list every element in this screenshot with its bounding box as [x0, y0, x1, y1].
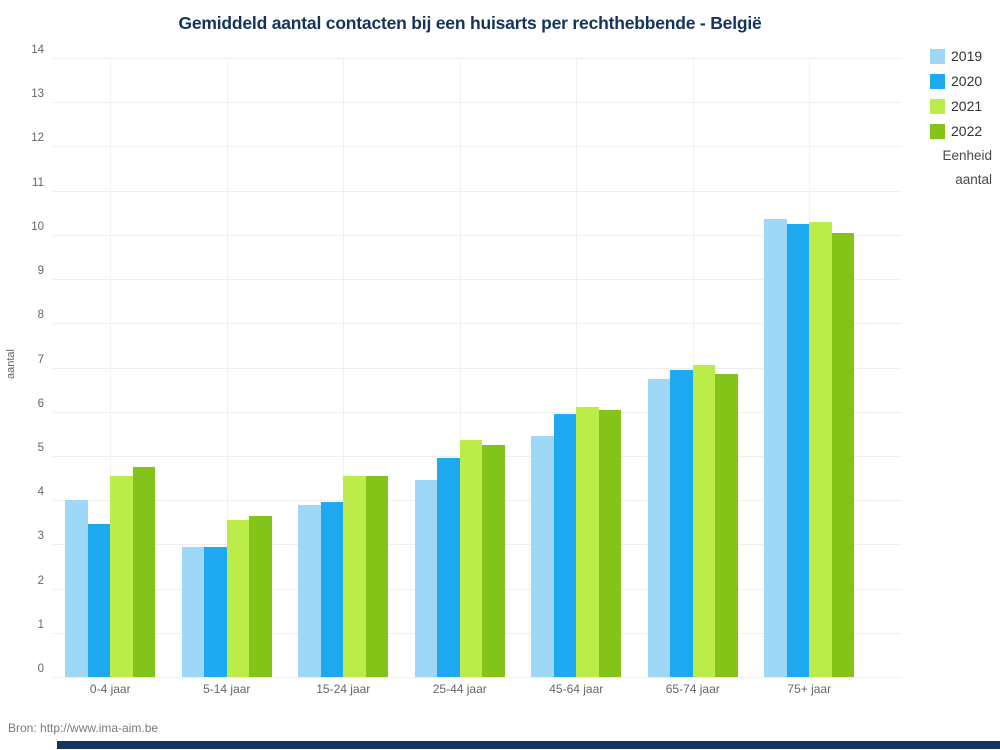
bar-2021-45-64 jaar[interactable]	[576, 407, 599, 677]
legend-item-2022[interactable]: 2022	[930, 123, 992, 139]
bar-2019-0-4 jaar[interactable]	[65, 500, 88, 677]
y-axis-tick-label: 13	[31, 88, 44, 101]
gridline	[52, 279, 902, 281]
bar-2019-65-74 jaar[interactable]	[647, 378, 671, 677]
legend-label: 2020	[951, 73, 983, 89]
y-axis-tick-label: 3	[37, 530, 44, 543]
y-axis-tick-label: 14	[31, 44, 44, 56]
y-axis-tick-label: 1	[37, 618, 44, 631]
bar-2022-25-44 jaar[interactable]	[482, 444, 505, 677]
bar-2021-0-4 jaar[interactable]	[110, 475, 133, 677]
y-axis-title: aantal	[5, 349, 17, 379]
y-axis-tick-label: 0	[37, 663, 44, 675]
bar-2022-45-64 jaar[interactable]	[598, 409, 622, 677]
bar-2020-45-64 jaar[interactable]	[553, 413, 577, 677]
bar-2020-0-4 jaar[interactable]	[87, 524, 111, 677]
gridline	[52, 411, 902, 413]
legend-swatch-2019	[930, 48, 945, 64]
legend-items: 2019 2020 2021 2022	[930, 48, 992, 139]
source-text: Bron: http://www.ima-aim.be	[8, 721, 159, 735]
gridline	[52, 677, 902, 678]
bar-2019-25-44 jaar[interactable]	[414, 480, 438, 677]
gridline	[576, 58, 578, 677]
bar-2021-75+ jaar[interactable]	[809, 221, 832, 677]
legend: 2019 2020 2021 2022 Eenheid aantal	[930, 48, 992, 187]
bottom-scrollbar[interactable]	[57, 741, 1000, 749]
gridline	[110, 58, 112, 677]
bar-2021-5-14 jaar[interactable]	[226, 520, 250, 677]
bar-2022-15-24 jaar[interactable]	[365, 475, 389, 677]
legend-unit-label: Eenheid	[942, 148, 992, 163]
chart-title: Gemiddeld aantal contacten bij een huisa…	[178, 13, 762, 33]
y-axis-tick-label: 7	[37, 353, 44, 366]
y-axis-tick-label: 4	[37, 486, 44, 499]
gridline	[459, 58, 461, 677]
bar-2019-5-14 jaar[interactable]	[181, 546, 205, 677]
bar-2022-75+ jaar[interactable]	[831, 232, 855, 677]
legend-item-2019[interactable]: 2019	[930, 48, 992, 64]
gridline	[52, 146, 902, 148]
gridline	[226, 58, 228, 677]
legend-swatch-2020	[930, 73, 945, 89]
y-axis-tick-label: 6	[37, 397, 44, 410]
legend-item-2020[interactable]: 2020	[930, 73, 992, 89]
bar-2021-65-74 jaar[interactable]	[692, 365, 716, 677]
legend-label: 2021	[951, 98, 983, 114]
y-axis-tick-label: 2	[37, 574, 44, 587]
y-axis-tick-label: 12	[31, 132, 44, 145]
gridline	[52, 367, 902, 369]
legend-label: 2019	[951, 48, 983, 64]
x-axis-tick-label: 15-24 jaar	[316, 682, 371, 696]
y-axis-tick-label: 11	[32, 176, 44, 189]
bar-2020-25-44 jaar[interactable]	[437, 458, 460, 677]
y-axis-tick-label: 5	[37, 441, 44, 454]
bar-2020-75+ jaar[interactable]	[786, 223, 810, 677]
gridline	[52, 234, 902, 236]
x-axis-tick-label: 65-74 jaar	[665, 682, 720, 696]
gridline	[52, 190, 902, 192]
bar-2019-75+ jaar[interactable]	[764, 219, 787, 677]
x-axis-tick-label: 45-64 jaar	[549, 682, 604, 696]
bar-2021-15-24 jaar[interactable]	[343, 475, 366, 677]
legend-swatch-2021	[930, 98, 945, 114]
y-axis-tick-label: 9	[37, 265, 44, 278]
bar-2022-0-4 jaar[interactable]	[132, 466, 156, 677]
legend-item-2021[interactable]: 2021	[930, 98, 992, 114]
y-axis-tick-label: 10	[31, 220, 44, 233]
bar-2022-5-14 jaar[interactable]	[249, 515, 272, 677]
bar-2020-5-14 jaar[interactable]	[204, 546, 227, 677]
x-axis-tick-label: 5-14 jaar	[203, 682, 251, 696]
x-axis-tick-label: 0-4 jaar	[89, 682, 131, 696]
x-axis-tick-label: 25-44 jaar	[432, 682, 487, 696]
bar-2020-15-24 jaar[interactable]	[320, 502, 344, 677]
y-axis-tick-label: 8	[37, 309, 44, 322]
legend-swatch-2022	[930, 123, 945, 139]
bar-2022-65-74 jaar[interactable]	[715, 374, 738, 677]
gridline	[52, 102, 902, 104]
gridline	[343, 58, 345, 677]
gridline	[52, 323, 902, 325]
bar-2019-45-64 jaar[interactable]	[531, 436, 554, 677]
bar-2020-65-74 jaar[interactable]	[670, 369, 693, 677]
bar-2019-15-24 jaar[interactable]	[298, 504, 321, 677]
legend-label: 2022	[951, 123, 983, 139]
bar-2021-25-44 jaar[interactable]	[459, 440, 483, 677]
gridline	[52, 58, 902, 59]
x-axis-tick-label: 75+ jaar	[787, 682, 832, 696]
legend-unit-value: aantal	[955, 172, 992, 187]
